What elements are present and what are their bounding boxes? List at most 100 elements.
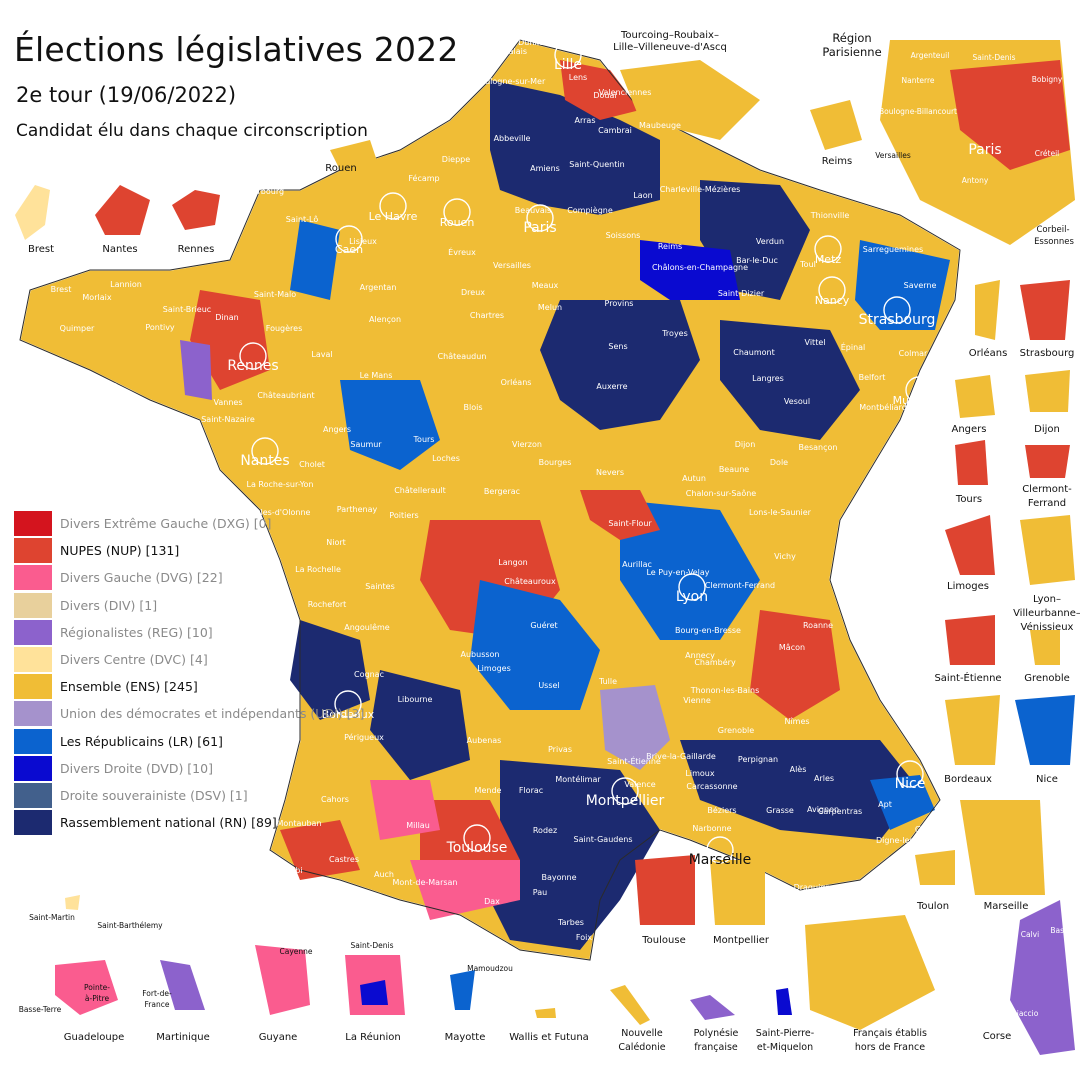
city-label: Aubenas bbox=[467, 736, 502, 745]
city-label: Pau bbox=[533, 888, 547, 897]
city-label: Calais bbox=[503, 47, 527, 56]
city-label: Niort bbox=[326, 538, 346, 547]
city-label: Dinan bbox=[215, 313, 238, 322]
city-label: Loches bbox=[432, 454, 460, 463]
overseas-town-label: Saint-Martin bbox=[29, 913, 75, 922]
city-label: Aubusson bbox=[461, 650, 500, 659]
city-label: Cambrai bbox=[598, 126, 632, 135]
inset-label: Ferrand bbox=[1028, 498, 1066, 509]
inset-shape-lyon bbox=[1020, 515, 1075, 585]
legend-item: Divers Gauche (DVG) [22] bbox=[14, 564, 364, 591]
city-label-large: Le Havre bbox=[369, 210, 418, 223]
region-nup-landes bbox=[280, 820, 360, 880]
city-label: Grasse bbox=[766, 806, 794, 815]
legend-swatch bbox=[14, 538, 52, 564]
city-label: Fougères bbox=[266, 323, 302, 333]
legend-label: Divers Droite (DVD) [10] bbox=[60, 760, 213, 776]
legend-item: Droite souverainiste (DSV) [1] bbox=[14, 782, 364, 809]
inset-shape-nantes bbox=[95, 185, 150, 235]
city-label: Verdun bbox=[756, 237, 784, 246]
city-label: Dole bbox=[770, 458, 788, 467]
city-label: La Roche-sur-Yon bbox=[246, 480, 313, 489]
city-label: Privas bbox=[548, 745, 572, 754]
city-label: Amiens bbox=[530, 164, 560, 173]
outremer-polynesie bbox=[690, 995, 735, 1020]
city-label-large: Mulhouse bbox=[893, 394, 946, 407]
inset-shape-toulouse bbox=[635, 855, 695, 925]
inset-paris-label: Boulogne-Billancourt bbox=[879, 107, 957, 116]
city-marker bbox=[251, 437, 279, 465]
city-label: Évreux bbox=[448, 246, 476, 257]
city-label: Le Mans bbox=[360, 371, 393, 380]
inset-shape-limoges bbox=[945, 515, 995, 575]
overseas-label: Wallis et Futuna bbox=[509, 1032, 589, 1043]
city-label: Saint-Lô bbox=[286, 214, 319, 224]
city-label: Saint-Nazaire bbox=[201, 415, 255, 424]
city-marker bbox=[335, 225, 363, 253]
city-label: Cognac bbox=[354, 670, 384, 679]
inset-label: Clermont- bbox=[1022, 484, 1072, 495]
city-label: Vichy bbox=[774, 552, 796, 561]
city-label: Chalon-sur-Saône bbox=[686, 488, 756, 498]
city-label: Thonon-les-Bains bbox=[690, 686, 760, 695]
city-label: Orléans bbox=[501, 377, 532, 387]
inset-label: Vénissieux bbox=[1021, 621, 1074, 633]
city-label-large: Toulouse bbox=[446, 840, 508, 856]
overseas-label: Nouvelle bbox=[621, 1028, 663, 1039]
outremer-wallis bbox=[535, 1008, 556, 1018]
city-label: Mont-de-Marsan bbox=[392, 878, 457, 887]
city-marker bbox=[611, 777, 639, 805]
city-label-large: Metz bbox=[815, 253, 842, 266]
legend-item: Régionalistes (REG) [10] bbox=[14, 619, 364, 646]
city-label: Besançon bbox=[799, 443, 838, 452]
outremer-guyane bbox=[255, 945, 310, 1015]
city-label: Narbonne bbox=[692, 824, 731, 833]
city-label: Boulogne-sur-Mer bbox=[475, 77, 546, 86]
city-label: Vannes bbox=[214, 398, 243, 407]
city-label: Saint-Brieuc bbox=[163, 305, 211, 314]
city-label-large: Caen bbox=[335, 243, 363, 256]
inset-label: Strasbourg bbox=[1020, 348, 1075, 359]
city-marker bbox=[818, 276, 846, 304]
city-label: Valence bbox=[624, 780, 655, 789]
city-marker bbox=[883, 296, 911, 324]
city-label: Lisieux bbox=[349, 237, 377, 246]
inset-paris-label: Nanterre bbox=[902, 76, 935, 85]
city-marker bbox=[463, 824, 491, 852]
city-label: Épinal bbox=[841, 341, 866, 352]
city-label: Valenciennes bbox=[599, 88, 652, 97]
outremer-martinique bbox=[160, 960, 205, 1010]
city-label: Dunkerque bbox=[518, 38, 562, 47]
city-label: Fécamp bbox=[408, 173, 439, 183]
city-label-large: Rouen bbox=[440, 216, 475, 229]
inset-shape-hors-france bbox=[805, 915, 935, 1030]
inset-label: Villeurbanne– bbox=[1013, 608, 1080, 619]
overseas-town-label: Cayenne bbox=[279, 947, 312, 956]
inset-label: Toulon bbox=[916, 901, 949, 912]
region-lr-nice bbox=[870, 775, 935, 830]
region-dvg-gers bbox=[370, 780, 440, 840]
city-label: Cahors bbox=[321, 795, 349, 804]
inset-shape-montpellier bbox=[710, 860, 765, 925]
city-label-large: Nancy bbox=[815, 294, 850, 307]
legend-swatch bbox=[14, 782, 52, 808]
city-label-large: Lille bbox=[554, 57, 582, 73]
city-label: Albi bbox=[288, 866, 303, 875]
city-label: Sarreguemines bbox=[863, 245, 923, 254]
city-label: Saverne bbox=[904, 281, 937, 290]
inset-label: Montpellier bbox=[713, 935, 770, 946]
city-label: Mâcon bbox=[779, 643, 805, 652]
legend-label: Divers Gauche (DVG) [22] bbox=[60, 570, 223, 586]
legend: Divers Extrême Gauche (DXG) [0] NUPES (NU… bbox=[14, 510, 364, 836]
city-label: Limoux bbox=[685, 769, 714, 778]
region-dvd-champagne bbox=[640, 240, 740, 300]
inset-shape-saint-etienne bbox=[945, 615, 995, 665]
city-label: Saintes bbox=[365, 582, 395, 591]
inset-label: Dijon bbox=[1034, 424, 1060, 435]
city-label: Belfort bbox=[859, 373, 886, 382]
city-label: Abbeville bbox=[494, 134, 531, 143]
region-nup-alpes bbox=[750, 610, 840, 720]
map-description: Candidat élu dans chaque circonscription bbox=[16, 121, 368, 141]
outremer-reunion-dvd bbox=[360, 980, 388, 1005]
region-rn-provence bbox=[680, 740, 920, 840]
